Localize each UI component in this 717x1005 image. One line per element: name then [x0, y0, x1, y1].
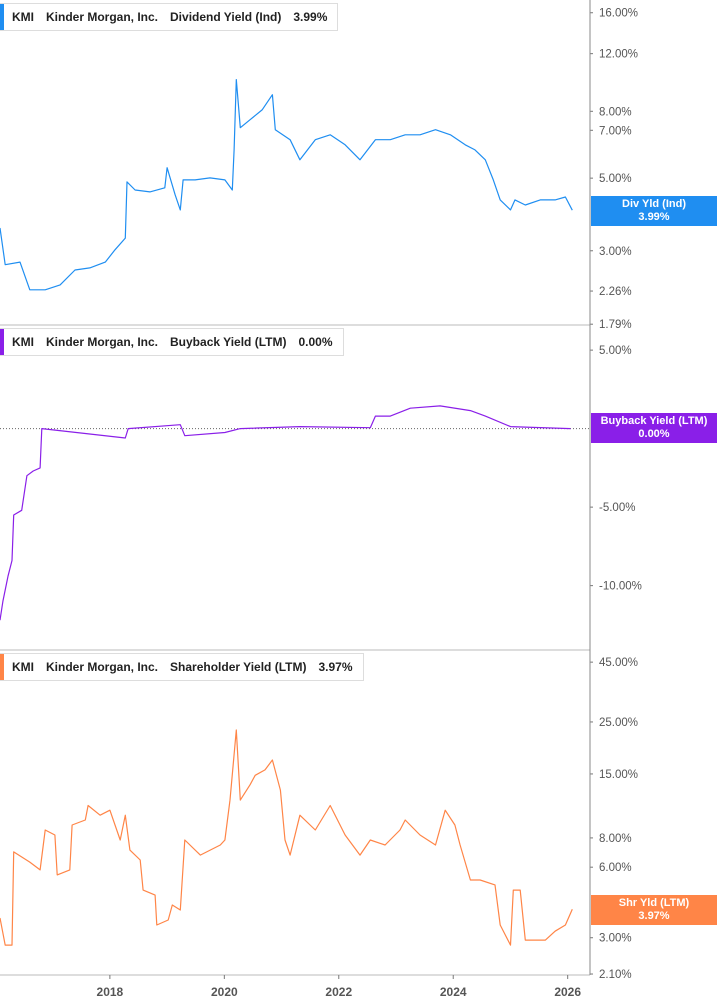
y-tick-label: 3.00% [599, 246, 632, 258]
y-tick-label: 8.00% [599, 106, 632, 118]
badge-label: Shr Yld (LTM) [618, 897, 690, 909]
y-tick-label: 2.10% [599, 969, 632, 981]
legend-value: 3.97% [318, 660, 353, 674]
legend-value: 0.00% [298, 335, 333, 349]
badge-value: 3.99% [638, 211, 670, 223]
y-tick-label: 7.00% [599, 125, 632, 137]
legend-company: Kinder Morgan, Inc. [46, 10, 159, 24]
legend-metric: Shareholder Yield (LTM) [170, 660, 307, 674]
series-line [0, 78, 573, 291]
y-tick-label: 2.26% [599, 286, 632, 298]
legend-ticker: KMI [12, 660, 34, 674]
legend-metric: Buyback Yield (LTM) [170, 335, 287, 349]
series-color-swatch [0, 329, 4, 355]
legend-value: 3.99% [293, 10, 328, 24]
legend-buyback-yield: KMI Kinder Morgan, Inc. Buyback Yield (L… [0, 328, 344, 356]
x-tick-label: 2026 [554, 985, 581, 999]
y-tick-label: -10.00% [599, 581, 642, 593]
legend-dividend-yield: KMI Kinder Morgan, Inc. Dividend Yield (… [0, 3, 339, 31]
legend-metric: Dividend Yield (Ind) [170, 10, 282, 24]
badge-label: Div Yld (Ind) [622, 198, 686, 210]
series-color-swatch [0, 4, 4, 30]
series-line [0, 405, 571, 621]
legend-company: Kinder Morgan, Inc. [46, 335, 159, 349]
y-tick-label: 16.00% [599, 8, 638, 20]
current-value-badge-shareholder: Shr Yld (LTM) 3.97% [591, 895, 717, 925]
badge-value: 3.97% [638, 910, 670, 922]
y-tick-label: 25.00% [599, 717, 638, 729]
y-tick-label: 15.00% [599, 769, 638, 781]
x-tick-label: 2024 [440, 985, 467, 999]
x-tick-label: 2018 [97, 985, 124, 999]
current-value-badge-buyback: Buyback Yield (LTM) 0.00% [591, 413, 717, 443]
badge-value: 0.00% [638, 428, 670, 440]
series-line [0, 729, 573, 946]
y-tick-label: 45.00% [599, 657, 638, 669]
y-tick-label: 6.00% [599, 862, 632, 874]
current-value-badge-dividend: Div Yld (Ind) 3.99% [591, 196, 717, 226]
y-tick-label: 5.00% [599, 345, 632, 357]
y-tick-label: 5.00% [599, 173, 632, 185]
badge-label: Buyback Yield (LTM) [600, 415, 708, 427]
y-tick-label: 12.00% [599, 49, 638, 61]
legend-ticker: KMI [12, 335, 34, 349]
legend-company: Kinder Morgan, Inc. [46, 660, 159, 674]
series-color-swatch [0, 654, 4, 680]
panel-1: 5.00% -5.00% -10.00% [0, 345, 642, 651]
panel-2: 45.00% 25.00% 15.00% 8.00% 6.00% 3.00% 2.10% [0, 657, 638, 981]
legend-shareholder-yield: KMI Kinder Morgan, Inc. Shareholder Yiel… [0, 653, 364, 681]
legend-ticker: KMI [12, 10, 34, 24]
x-tick-label: 2020 [211, 985, 238, 999]
y-tick-label: -5.00% [599, 502, 635, 514]
y-tick-label: 1.79% [599, 319, 632, 331]
x-tick-label: 2022 [325, 985, 352, 999]
y-tick-label: 8.00% [599, 833, 632, 845]
y-tick-label: 3.00% [599, 933, 632, 945]
panel-0: 16.00% 12.00% 8.00% 7.00% 5.00% 3.00% 2.26% 1.7… [0, 8, 638, 331]
